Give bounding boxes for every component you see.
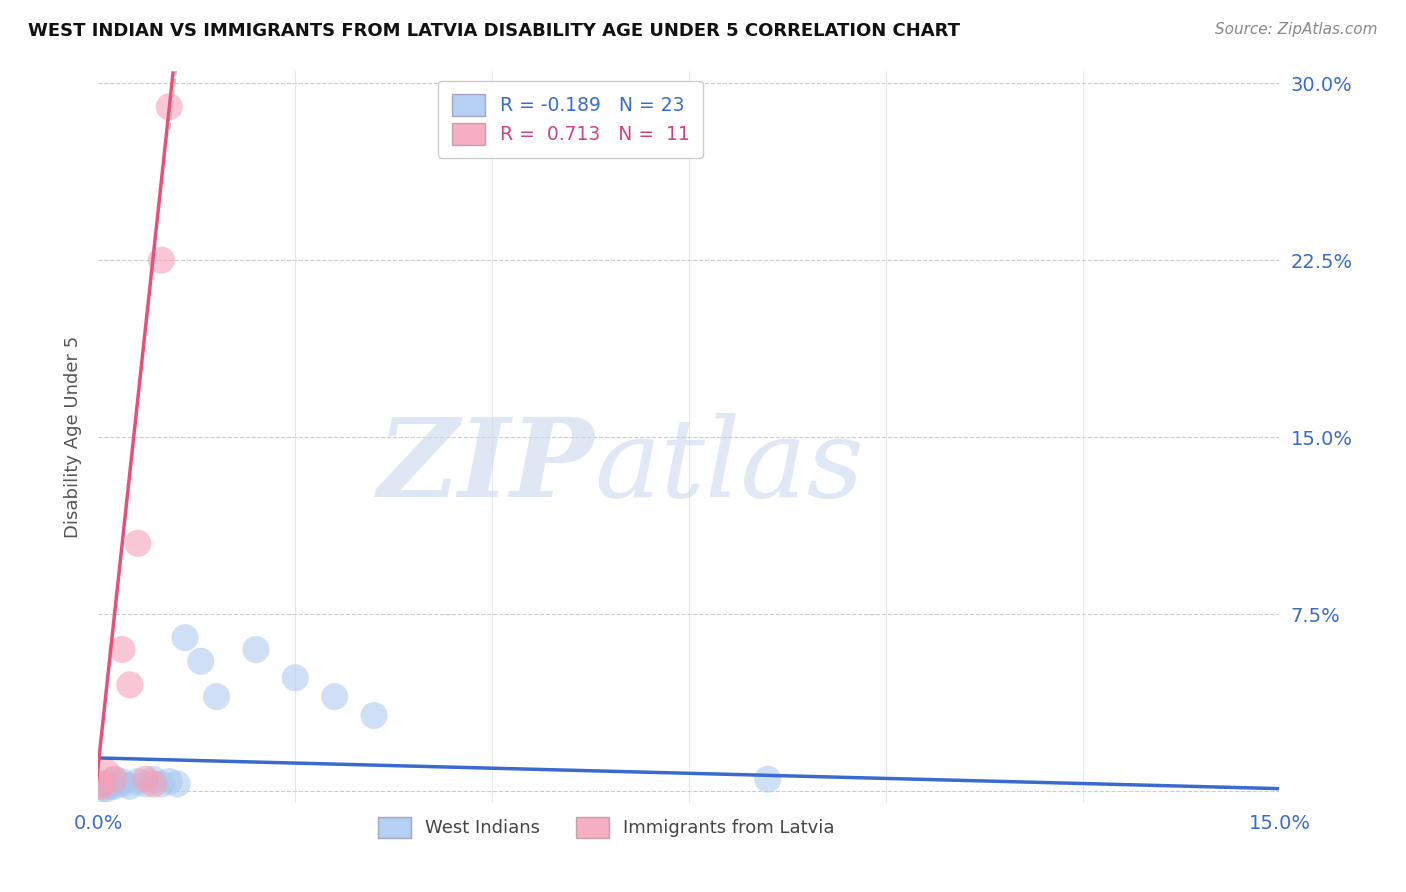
Point (284, 671, 307, 685)
Text: ZIP: ZIP (378, 413, 595, 520)
Legend: West Indians, Immigrants from Latvia: West Indians, Immigrants from Latvia (371, 810, 842, 845)
Point (205, 690, 228, 704)
Text: WEST INDIAN VS IMMIGRANTS FROM LATVIA DISABILITY AGE UNDER 5 CORRELATION CHART: WEST INDIAN VS IMMIGRANTS FROM LATVIA DI… (28, 22, 960, 40)
Point (135, 772, 157, 787)
Point (96, 765, 118, 780)
Point (118, 779, 141, 793)
Point (118, 678, 141, 692)
Point (103, 772, 125, 787)
Y-axis label: Disability Age Under 5: Disability Age Under 5 (63, 336, 82, 538)
Point (91, 781, 114, 796)
Point (90, 779, 112, 793)
Point (98, 779, 121, 793)
Point (103, 772, 125, 787)
Point (142, 772, 165, 787)
Point (157, 100, 180, 114)
Point (190, 654, 212, 668)
Point (174, 631, 197, 645)
Point (96, 781, 118, 796)
Point (142, 777, 165, 791)
Point (157, 774, 180, 789)
Point (127, 774, 149, 789)
Point (91, 777, 114, 791)
Point (135, 777, 157, 791)
Point (150, 777, 173, 791)
Point (111, 774, 134, 789)
Point (245, 642, 267, 657)
Point (96, 777, 118, 791)
Point (150, 253, 173, 268)
Point (103, 779, 125, 793)
Text: Source: ZipAtlas.com: Source: ZipAtlas.com (1215, 22, 1378, 37)
Text: atlas: atlas (595, 413, 865, 520)
Point (111, 777, 134, 791)
Point (363, 708, 385, 723)
Point (323, 690, 346, 704)
Point (166, 777, 188, 791)
Point (111, 642, 134, 657)
Point (127, 536, 149, 550)
Point (756, 772, 779, 787)
